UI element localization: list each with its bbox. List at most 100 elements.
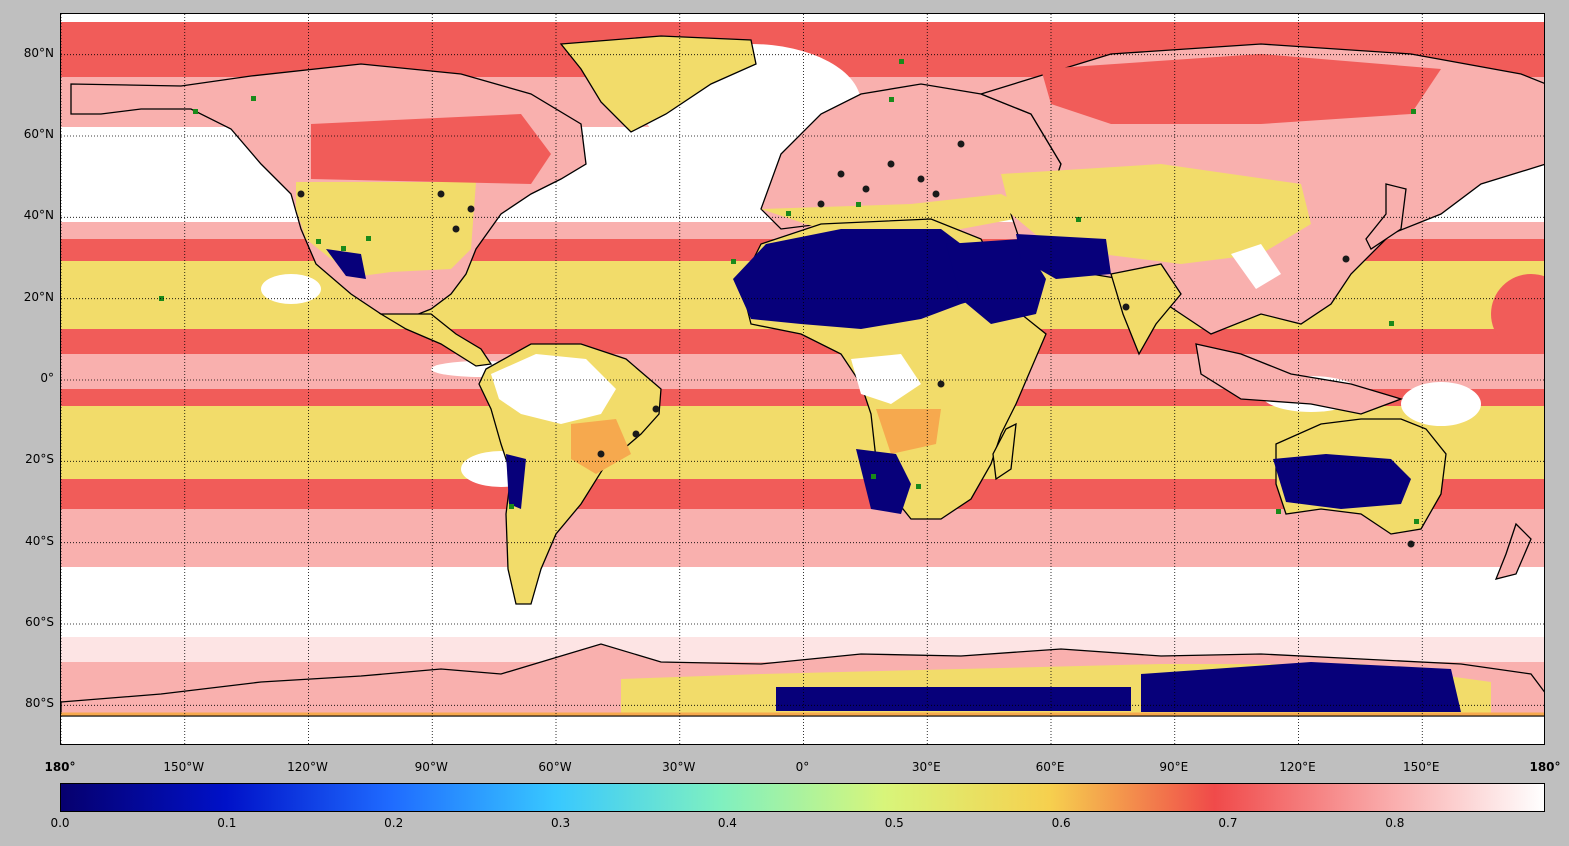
station-square <box>1411 109 1416 114</box>
atacama-desert <box>506 454 526 509</box>
station-dot <box>937 380 945 388</box>
station-square <box>193 109 198 114</box>
station-square <box>159 296 164 301</box>
central-america <box>378 313 493 367</box>
lon-tick-label: 180° <box>44 760 76 774</box>
colorbar-tick-label: 0.7 <box>1218 816 1238 830</box>
station-dot <box>1122 303 1130 311</box>
station-square <box>731 259 736 264</box>
iran-desert <box>1016 234 1111 279</box>
lon-tick-label: 90°W <box>414 760 448 774</box>
india <box>1110 263 1182 356</box>
station-dot <box>932 190 940 198</box>
station-dot <box>452 225 460 233</box>
lon-tick-label: 90°E <box>1159 760 1189 774</box>
lat-tick-label: 40°S <box>25 533 54 548</box>
station-square <box>786 211 791 216</box>
lon-tick-label: 30°W <box>662 760 696 774</box>
lon-tick-label: 60°E <box>1035 760 1065 774</box>
lon-tick-label: 30°E <box>911 760 941 774</box>
lat-tick-label: 20°S <box>25 452 54 467</box>
station-square <box>1276 509 1281 514</box>
greenland <box>559 35 757 133</box>
station-dot <box>817 200 825 208</box>
station-dot <box>652 405 660 413</box>
world-map <box>60 13 1545 745</box>
station-square <box>509 504 514 509</box>
colorbar-gradient <box>61 784 1544 811</box>
siberia-red <box>1041 54 1441 124</box>
lat-tick-label: 20°N <box>23 289 54 304</box>
north-america-canada-red <box>311 114 551 184</box>
antarctica-desert-west <box>776 687 1131 711</box>
lat-tick-label: 80°N <box>23 45 54 60</box>
arabia-desert <box>946 239 1046 324</box>
station-dot <box>297 190 305 198</box>
colorbar-tick-label: 0.2 <box>384 816 404 830</box>
station-markers <box>159 59 1419 548</box>
map-canvas <box>61 14 1544 744</box>
lat-tick-label: 0° <box>40 371 54 385</box>
colorbar-tick-label: 0.3 <box>551 816 571 830</box>
angola-orange <box>876 409 941 454</box>
station-square <box>916 484 921 489</box>
lat-tick-label: 60°S <box>25 615 54 629</box>
patch-indian-white <box>1401 382 1481 426</box>
japan <box>1365 183 1407 250</box>
station-square <box>899 59 904 64</box>
band-south-polar <box>61 714 1544 744</box>
station-square <box>316 239 321 244</box>
lon-tick-label: 150°E <box>1403 760 1440 774</box>
patch-w-pacific-red <box>1491 274 1544 354</box>
station-dot <box>887 160 895 168</box>
station-dot <box>467 205 475 213</box>
lat-tick-label: 40°N <box>23 208 54 223</box>
colorbar-tick-label: 0.1 <box>217 816 237 830</box>
station-dot <box>1342 255 1350 263</box>
colorbar-tick-label: 0.5 <box>884 816 904 830</box>
station-dot <box>957 140 965 148</box>
band-southern-ocean <box>61 567 1544 637</box>
station-dot <box>837 170 845 178</box>
graticule <box>61 14 1544 744</box>
madagascar <box>992 422 1017 481</box>
lat-tick-label: 80°S <box>25 696 54 711</box>
indonesia <box>1195 343 1404 415</box>
se-asia-white <box>1231 244 1281 289</box>
station-square <box>1389 321 1394 326</box>
brazil-orange <box>571 419 631 474</box>
station-dot <box>597 450 605 458</box>
station-square <box>871 474 876 479</box>
lon-tick-label: 180° <box>1529 760 1561 774</box>
australia-desert <box>1273 454 1411 509</box>
station-dot <box>1407 540 1415 548</box>
station-square <box>251 96 256 101</box>
lat-tick-label: 60°N <box>23 127 54 141</box>
lon-tick-label: 120°E <box>1279 760 1316 774</box>
station-square <box>366 236 371 241</box>
station-dot <box>632 430 640 438</box>
kalahari-desert <box>856 449 911 514</box>
lon-tick-label: 0° <box>795 760 810 774</box>
station-dot <box>917 175 925 183</box>
station-square <box>889 97 894 102</box>
lon-tick-label: 60°W <box>538 760 572 774</box>
station-square <box>1076 217 1081 222</box>
station-square <box>856 202 861 207</box>
colorbar-tick-label: 0.6 <box>1051 816 1071 830</box>
station-dot <box>437 190 445 198</box>
band-south-mid <box>61 509 1544 567</box>
congo-white <box>851 354 921 404</box>
colorbar <box>60 783 1545 812</box>
colorbar-tick-label: 0.4 <box>717 816 737 830</box>
lon-tick-label: 120°W <box>287 760 328 774</box>
europe-south-yellow <box>761 194 1041 229</box>
mexico-desert <box>326 249 366 279</box>
amazon-white <box>491 354 616 424</box>
patch-n-pacific-white <box>261 274 321 304</box>
station-dot <box>862 185 870 193</box>
sahara-desert <box>733 229 996 329</box>
station-square <box>341 246 346 251</box>
antarctica-desert-east <box>1141 662 1461 712</box>
colorbar-tick-label: 0.8 <box>1385 816 1405 830</box>
